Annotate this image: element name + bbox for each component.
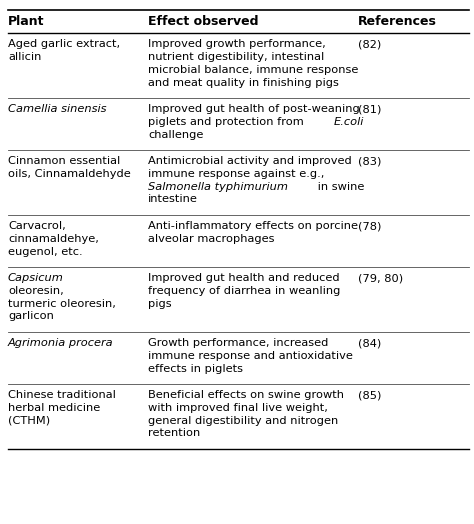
Text: (81): (81) xyxy=(358,104,382,114)
Text: (79, 80): (79, 80) xyxy=(358,274,403,283)
Text: oils, Cinnamaldehyde: oils, Cinnamaldehyde xyxy=(8,169,131,179)
Text: microbial balance, immune response: microbial balance, immune response xyxy=(148,65,358,75)
Text: Antimicrobial activity and improved: Antimicrobial activity and improved xyxy=(148,156,352,167)
Text: herbal medicine: herbal medicine xyxy=(8,403,100,413)
Text: general digestibility and nitrogen: general digestibility and nitrogen xyxy=(148,416,338,425)
Text: pigs: pigs xyxy=(148,299,172,309)
Text: (84): (84) xyxy=(358,338,381,348)
Text: immune response and antioxidative: immune response and antioxidative xyxy=(148,351,353,361)
Text: intestine: intestine xyxy=(148,194,198,204)
Text: Camellia sinensis: Camellia sinensis xyxy=(8,104,107,114)
Text: (85): (85) xyxy=(358,390,382,400)
Text: immune response against e.g.,: immune response against e.g., xyxy=(148,169,324,179)
Text: Plant: Plant xyxy=(8,15,45,28)
Text: Improved gut health and reduced: Improved gut health and reduced xyxy=(148,274,340,283)
Text: Aged garlic extract,: Aged garlic extract, xyxy=(8,39,120,49)
Text: in swine: in swine xyxy=(314,182,365,192)
Text: eugenol, etc.: eugenol, etc. xyxy=(8,247,82,257)
Text: effects in piglets: effects in piglets xyxy=(148,364,243,374)
Text: garlicon: garlicon xyxy=(8,311,54,321)
Text: Cinnamon essential: Cinnamon essential xyxy=(8,156,120,167)
Text: retention: retention xyxy=(148,429,200,439)
Text: Effect observed: Effect observed xyxy=(148,15,258,28)
Text: and meat quality in finishing pigs: and meat quality in finishing pigs xyxy=(148,78,339,88)
Text: with improved final live weight,: with improved final live weight, xyxy=(148,403,328,413)
Text: piglets and protection from: piglets and protection from xyxy=(148,117,307,127)
Text: (CTHM): (CTHM) xyxy=(8,416,50,425)
Text: Agrimonia procera: Agrimonia procera xyxy=(8,338,114,348)
Text: Improved growth performance,: Improved growth performance, xyxy=(148,39,326,49)
Text: Beneficial effects on swine growth: Beneficial effects on swine growth xyxy=(148,390,344,400)
Text: References: References xyxy=(358,15,437,28)
Text: turmeric oleoresin,: turmeric oleoresin, xyxy=(8,299,116,309)
Text: cinnamaldehye,: cinnamaldehye, xyxy=(8,234,99,244)
Text: Salmonella typhimurium: Salmonella typhimurium xyxy=(148,182,288,192)
Text: Chinese traditional: Chinese traditional xyxy=(8,390,116,400)
Text: frequency of diarrhea in weanling: frequency of diarrhea in weanling xyxy=(148,286,340,296)
Text: Growth performance, increased: Growth performance, increased xyxy=(148,338,328,348)
Text: nutrient digestibility, intestinal: nutrient digestibility, intestinal xyxy=(148,52,324,62)
Text: Improved gut health of post-weaning: Improved gut health of post-weaning xyxy=(148,104,360,114)
Text: Anti-inflammatory effects on porcine: Anti-inflammatory effects on porcine xyxy=(148,221,358,231)
Text: challenge: challenge xyxy=(148,129,203,140)
Text: (83): (83) xyxy=(358,156,382,167)
Text: (82): (82) xyxy=(358,39,381,49)
Text: alveolar macrophages: alveolar macrophages xyxy=(148,234,274,244)
Text: Capsicum: Capsicum xyxy=(8,274,64,283)
Text: Carvacrol,: Carvacrol, xyxy=(8,221,66,231)
Text: oleoresin,: oleoresin, xyxy=(8,286,64,296)
Text: E.coli: E.coli xyxy=(333,117,364,127)
Text: allicin: allicin xyxy=(8,52,41,62)
Text: (78): (78) xyxy=(358,221,382,231)
